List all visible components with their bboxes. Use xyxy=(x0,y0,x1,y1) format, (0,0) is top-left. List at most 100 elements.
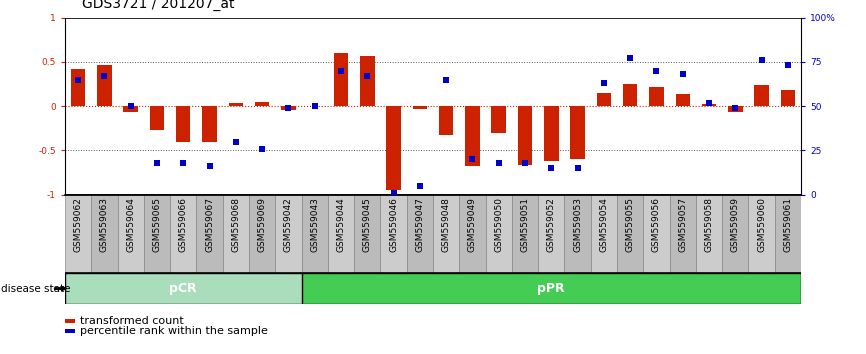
Text: disease state: disease state xyxy=(1,284,70,293)
Text: GSM559068: GSM559068 xyxy=(231,197,241,252)
Bar xyxy=(333,53,348,106)
Bar xyxy=(544,106,559,161)
FancyBboxPatch shape xyxy=(170,195,197,273)
Point xyxy=(754,57,768,63)
Point xyxy=(124,103,138,109)
Bar xyxy=(623,84,637,106)
Text: GSM559045: GSM559045 xyxy=(363,197,372,252)
Bar xyxy=(465,106,480,166)
Bar xyxy=(439,106,454,135)
Bar xyxy=(571,106,585,159)
Text: percentile rank within the sample: percentile rank within the sample xyxy=(80,326,268,336)
Text: GSM559051: GSM559051 xyxy=(520,197,529,252)
Point xyxy=(360,73,374,79)
Bar xyxy=(176,106,191,142)
Bar xyxy=(597,93,611,106)
Point xyxy=(545,165,559,171)
Point xyxy=(307,103,321,109)
FancyBboxPatch shape xyxy=(433,195,459,273)
FancyBboxPatch shape xyxy=(565,195,591,273)
Bar xyxy=(150,106,165,130)
FancyBboxPatch shape xyxy=(486,195,512,273)
Bar xyxy=(675,94,690,106)
Point xyxy=(203,164,216,169)
FancyBboxPatch shape xyxy=(380,195,407,273)
Bar xyxy=(281,106,295,110)
Bar xyxy=(203,106,216,142)
FancyBboxPatch shape xyxy=(617,195,643,273)
Point xyxy=(334,68,348,74)
Bar xyxy=(412,106,427,109)
Point xyxy=(624,56,637,61)
FancyBboxPatch shape xyxy=(65,195,91,273)
Bar xyxy=(701,104,716,106)
Bar xyxy=(650,87,663,106)
FancyBboxPatch shape xyxy=(354,195,380,273)
Bar xyxy=(492,106,506,133)
Bar xyxy=(780,90,795,106)
FancyBboxPatch shape xyxy=(65,273,301,304)
Point xyxy=(597,80,611,86)
Text: GSM559056: GSM559056 xyxy=(652,197,661,252)
Point xyxy=(71,77,85,82)
Text: GSM559042: GSM559042 xyxy=(284,197,293,252)
Point xyxy=(281,105,295,111)
FancyBboxPatch shape xyxy=(669,195,696,273)
FancyBboxPatch shape xyxy=(328,195,354,273)
Text: GSM559055: GSM559055 xyxy=(625,197,635,252)
Text: GSM559054: GSM559054 xyxy=(599,197,609,252)
Bar xyxy=(386,106,401,190)
FancyBboxPatch shape xyxy=(197,195,223,273)
Text: GSM559066: GSM559066 xyxy=(178,197,188,252)
FancyBboxPatch shape xyxy=(591,195,617,273)
Point xyxy=(650,68,663,74)
Text: GSM559065: GSM559065 xyxy=(152,197,161,252)
Text: GSM559050: GSM559050 xyxy=(494,197,503,252)
Text: GSM559052: GSM559052 xyxy=(546,197,556,252)
Bar xyxy=(229,103,243,106)
Text: GSM559069: GSM559069 xyxy=(257,197,267,252)
FancyBboxPatch shape xyxy=(275,195,301,273)
Point xyxy=(466,156,480,162)
Point xyxy=(255,146,269,152)
Point xyxy=(439,77,453,82)
Point xyxy=(386,190,400,196)
Bar xyxy=(754,85,769,106)
Bar xyxy=(360,56,374,106)
Text: GSM559049: GSM559049 xyxy=(468,197,477,252)
Text: GSM559063: GSM559063 xyxy=(100,197,109,252)
Text: GSM559067: GSM559067 xyxy=(205,197,214,252)
FancyBboxPatch shape xyxy=(775,195,801,273)
Bar xyxy=(124,106,138,113)
FancyBboxPatch shape xyxy=(696,195,722,273)
FancyBboxPatch shape xyxy=(301,195,328,273)
Text: GSM559046: GSM559046 xyxy=(389,197,398,252)
Point xyxy=(229,139,242,144)
Point xyxy=(702,100,716,105)
Text: GSM559057: GSM559057 xyxy=(678,197,688,252)
Text: GSM559062: GSM559062 xyxy=(74,197,82,252)
FancyBboxPatch shape xyxy=(118,195,144,273)
Point xyxy=(98,73,112,79)
Bar xyxy=(255,102,269,106)
Text: GDS3721 / 201207_at: GDS3721 / 201207_at xyxy=(82,0,235,11)
FancyBboxPatch shape xyxy=(144,195,170,273)
Text: GSM559059: GSM559059 xyxy=(731,197,740,252)
FancyBboxPatch shape xyxy=(407,195,433,273)
FancyBboxPatch shape xyxy=(512,195,538,273)
Text: GSM559058: GSM559058 xyxy=(705,197,714,252)
Point xyxy=(177,160,191,166)
FancyBboxPatch shape xyxy=(643,195,669,273)
FancyBboxPatch shape xyxy=(91,195,118,273)
FancyBboxPatch shape xyxy=(249,195,275,273)
Text: GSM559060: GSM559060 xyxy=(757,197,766,252)
Text: GSM559047: GSM559047 xyxy=(416,197,424,252)
Bar xyxy=(728,106,742,112)
Text: GSM559053: GSM559053 xyxy=(573,197,582,252)
Text: GSM559064: GSM559064 xyxy=(126,197,135,252)
Point xyxy=(518,160,532,166)
Text: pPR: pPR xyxy=(538,282,565,295)
Point xyxy=(781,63,795,68)
Point xyxy=(571,165,585,171)
Text: GSM559043: GSM559043 xyxy=(310,197,320,252)
